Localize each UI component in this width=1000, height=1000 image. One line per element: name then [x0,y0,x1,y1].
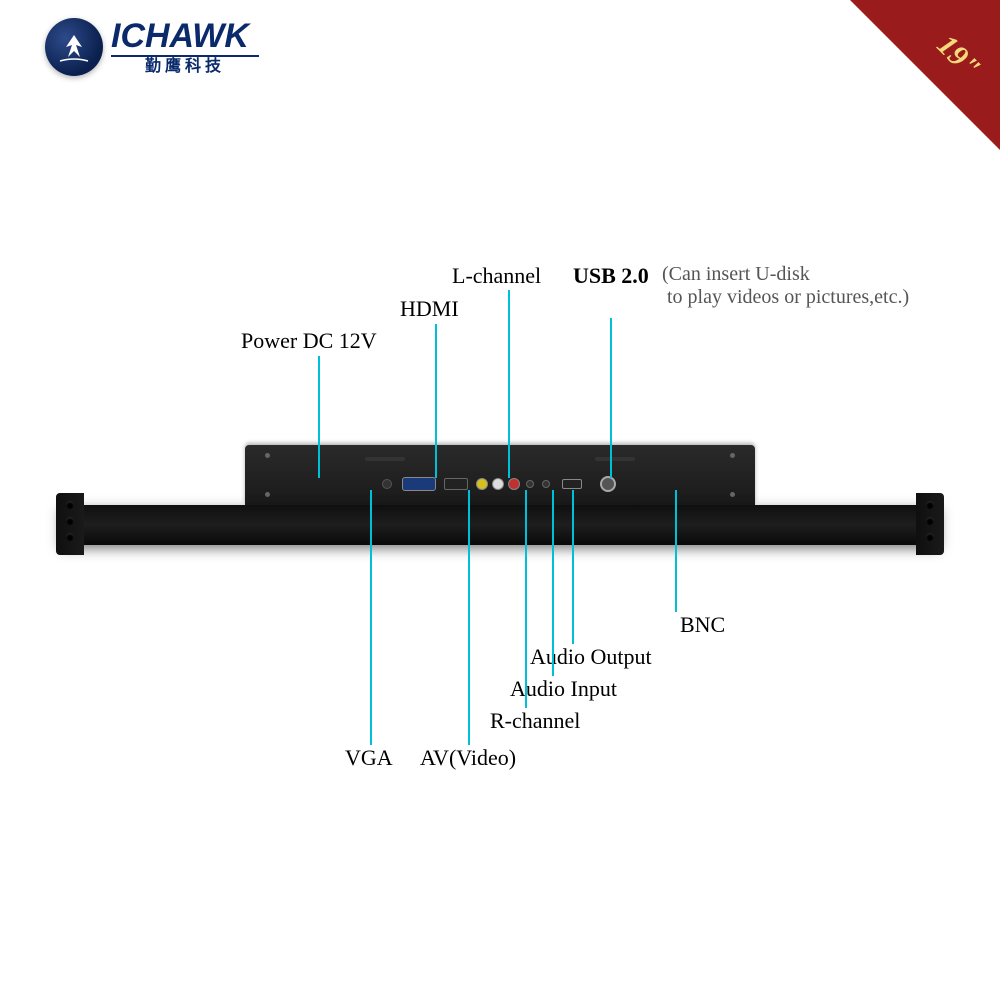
mount-hole-icon [66,533,74,541]
mount-hole-icon [66,501,74,509]
label-lchannel: L-channel [452,263,541,289]
leader-av [468,490,470,745]
port-hdmi-icon [444,478,468,490]
leader-usb [610,318,612,478]
vent-icon [595,457,635,461]
leader-bnc [675,490,677,612]
leader-hdmi [435,324,437,478]
screw-icon [730,453,735,458]
port-power-icon [382,479,392,489]
leader-audio-in [552,490,554,676]
corner-ribbon [850,0,1000,150]
mount-hole-icon [926,501,934,509]
label-hdmi: HDMI [400,296,459,322]
logo-text: ICHAWK 勤鹰科技 [111,19,259,75]
leader-power [318,356,320,478]
port-lchannel-icon [492,478,504,490]
mount-hole-icon [926,533,934,541]
label-av: AV(Video) [420,745,516,771]
mount-hole-icon [926,517,934,525]
leader-rchannel [525,490,527,708]
brand-cn: 勤鹰科技 [145,59,225,75]
mount-tab-left [56,493,84,555]
label-bnc: BNC [680,612,725,638]
vent-icon [365,457,405,461]
port-audio-in-icon [526,480,534,488]
device-diagram [60,445,940,545]
mount-tab-right [916,493,944,555]
port-vga-icon [402,477,436,491]
mount-hole-icon [66,517,74,525]
port-bnc-icon [600,476,616,492]
port-audio-out-icon [542,480,550,488]
device-base [60,505,940,545]
port-av-icon [476,478,488,490]
label-power: Power DC 12V [241,328,377,354]
port-rchannel-icon [508,478,520,490]
leader-vga [370,490,372,745]
logo-separator [111,55,259,57]
label-vga: VGA [345,745,393,771]
leader-lchannel [508,290,510,478]
port-row [245,469,755,499]
leader-audio-out [572,490,574,644]
brand-logo: ICHAWK 勤鹰科技 [45,18,259,76]
label-audio-out: Audio Output [530,644,652,670]
screw-icon [265,453,270,458]
brand-name: ICHAWK [111,19,259,53]
port-usb-icon [562,479,582,489]
device-port-panel [245,445,755,505]
label-usb-note: (Can insert U-disk to play videos or pic… [662,263,909,309]
label-rchannel: R-channel [490,708,580,734]
logo-mark-icon [45,18,103,76]
label-usb: USB 2.0 [573,263,649,289]
